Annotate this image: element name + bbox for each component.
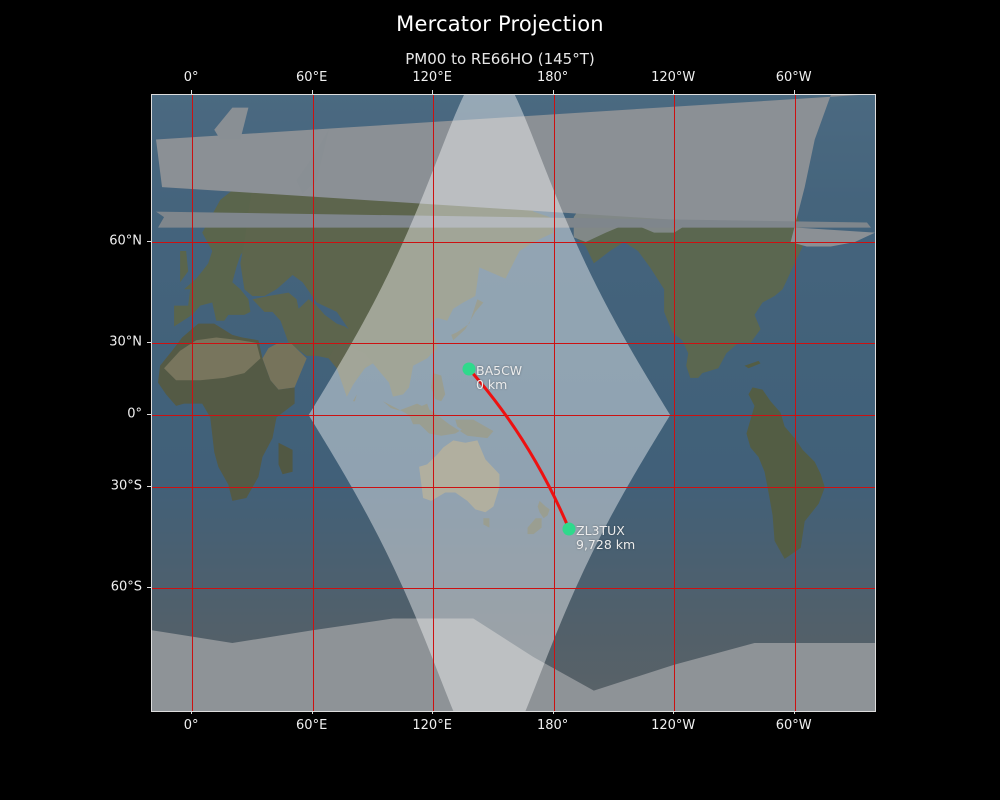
y-tick-label: 60°N [109,233,142,249]
y-tick-label: 60°S [110,579,142,595]
night-shading-layer [152,95,875,711]
station-label-ba5cw: BA5CW 0 km [476,364,522,392]
grid-line-meridian [553,95,555,711]
grid-line-parallel [152,242,875,244]
x-tick-label-bottom: 120°W [651,718,696,733]
y-tick-mark [147,414,151,416]
x-tick-mark [673,90,675,94]
grid-line-meridian [433,95,435,711]
x-tick-label-bottom: 180° [536,718,569,733]
figure-subtitle: PM00 to RE66HO (145°T) [405,50,595,68]
grid-line-parallel [152,415,875,417]
map-axes[interactable]: BA5CW 0 km ZL3TUX 9,728 km [151,94,876,712]
y-tick-mark [147,341,151,343]
station-marker-ba5cw[interactable] [462,362,476,376]
y-tick-label: 30°N [109,334,142,350]
x-tick-mark [673,710,675,714]
grid-line-parallel [152,342,875,344]
station-distance: 9,728 km [576,537,636,552]
path-overlay [467,368,571,530]
x-tick-mark [552,710,554,714]
station-label-zl3tux: ZL3TUX 9,728 km [576,524,635,552]
x-tick-mark [432,710,434,714]
landmass-uk [180,250,189,283]
station-callsign: BA5CW [476,363,523,378]
y-tick-mark [147,241,151,243]
x-tick-mark [191,90,193,94]
grid-line-meridian [674,95,676,711]
x-tick-mark [793,710,795,714]
landmass-philippines [431,373,446,402]
station-callsign: ZL3TUX [576,523,625,538]
grid-line-parallel [152,588,875,590]
x-tick-label-top: 0° [183,70,199,85]
y-tick-label: 0° [127,406,142,422]
page-title: Mercator Projection [396,12,604,36]
x-tick-label-top: 180° [536,70,569,85]
grid-line-meridian [192,95,194,711]
landmass-sri [352,394,357,402]
basemap-raster [152,95,875,711]
x-tick-label-bottom: 60°W [775,718,812,733]
station-marker-zl3tux[interactable] [562,522,576,536]
y-tick-mark [147,587,151,589]
x-tick-label-bottom: 0° [183,718,199,733]
x-tick-mark [552,90,554,94]
x-tick-label-top: 120°W [651,70,696,85]
x-tick-label-top: 60°W [775,70,812,85]
x-tick-label-top: 60°E [296,70,328,85]
x-tick-label-top: 120°E [412,70,452,85]
x-tick-label-bottom: 120°E [412,718,452,733]
landmass-madagascar [278,442,293,475]
x-tick-mark [432,90,434,94]
landmass-cuba [744,360,761,369]
x-tick-mark [311,710,313,714]
x-tick-label-bottom: 60°E [296,718,328,733]
grid-line-meridian [312,95,314,711]
y-tick-mark [147,486,151,488]
x-tick-mark [793,90,795,94]
grid-line-meridian [794,95,796,711]
grid-line-parallel [152,487,875,489]
landmass-tasmania [483,518,490,528]
x-tick-mark [191,710,193,714]
y-tick-label: 30°S [110,478,142,494]
x-tick-mark [311,90,313,94]
station-distance: 0 km [476,377,508,392]
great-circle-path [467,368,571,530]
